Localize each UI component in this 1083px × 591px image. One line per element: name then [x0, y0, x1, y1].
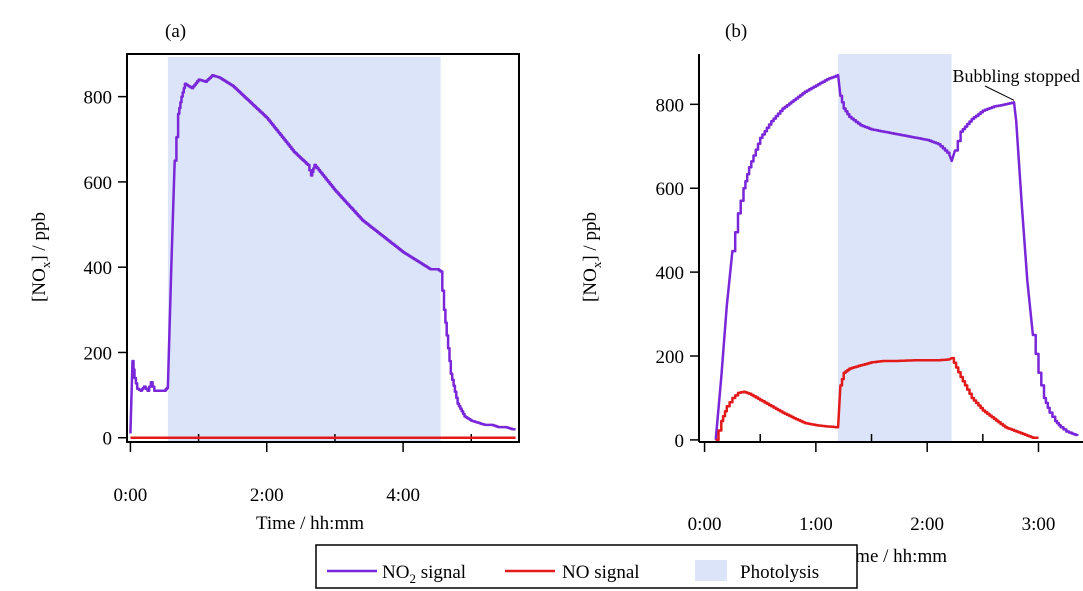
panel-b-series-no	[715, 356, 1039, 442]
panel-b-series-no2	[714, 73, 1079, 441]
panel-b-shaded-region	[838, 54, 952, 442]
legend-frame	[315, 544, 858, 589]
panel-a-ylabel-sub: x	[38, 261, 53, 268]
panel-b-y-tick-label: 0	[675, 431, 685, 452]
panel-a-x-tick-label: 0:00	[114, 485, 148, 506]
panel-b-ticks: 0 200 400 600 800 0:00 1:00 2:00 3:00	[656, 95, 1056, 535]
panel-a: (a) 0 200 400 600 800 0:00 2:00 4:00 Time / hh:…	[29, 21, 520, 534]
panel-b-y-tick-label: 200	[656, 347, 685, 368]
panel-a-xlabel: Time / hh:mm	[256, 513, 364, 534]
panel-a-series	[129, 74, 516, 439]
panel-b-xlabel: Time / hh:mm	[839, 546, 947, 567]
panel-b-ylabel: [NOx] / ppb	[580, 212, 604, 302]
legend: NO2 signal NO signal Photolysis	[315, 544, 858, 589]
panel-b-x-tick-label: 1:00	[799, 514, 833, 535]
panel-b-ylabel-rest: ] / ppb	[580, 212, 601, 262]
legend-label-photolysis: Photolysis	[740, 562, 819, 583]
panel-b-x-tick-label: 3:00	[1022, 514, 1056, 535]
legend-label-no: NO signal	[562, 562, 640, 583]
panel-a-series-no2	[129, 74, 516, 434]
panel-b-y-tick-label: 400	[656, 263, 685, 284]
panel-a-y-tick-label: 600	[84, 173, 113, 194]
annotation-bubbling-stopped: Bubbling stopped	[952, 66, 1080, 86]
panel-a-x-tick-label: 4:00	[386, 485, 420, 506]
legend-label-no2-rest: signal	[416, 562, 466, 583]
panel-a-y-tick-label: 0	[103, 429, 113, 450]
panel-b: (b) 0 200 400 600 800 0:00 1:00 2:00 3:00 Bubbli…	[580, 21, 1083, 567]
panel-a-ylabel: [NOx] / ppb	[29, 212, 53, 302]
panel-a-ylabel-main: [NO	[29, 268, 50, 302]
panel-b-x-tick-label: 2:00	[910, 514, 944, 535]
panel-a-x-tick-label: 2:00	[250, 485, 284, 506]
panel-b-y-tick-label: 800	[656, 95, 685, 116]
legend-swatch-photolysis	[695, 560, 727, 581]
panel-b-ylabel-main: [NO	[580, 268, 601, 302]
panel-b-y-tick-label: 600	[656, 179, 685, 200]
legend-label-no2-sub: 2	[409, 571, 416, 586]
panel-a-y-tick-label: 200	[84, 343, 113, 364]
panel-a-ticks: 0 200 400 600 800 0:00 2:00 4:00	[84, 88, 473, 506]
panel-a-y-tick-label: 800	[84, 88, 113, 109]
panel-a-ylabel-rest: ] / ppb	[29, 212, 50, 262]
panel-a-shaded-region	[167, 57, 441, 442]
panel-a-label: (a)	[165, 21, 186, 42]
panel-a-plot-frame	[126, 53, 520, 443]
panel-b-label: (b)	[725, 21, 747, 42]
annotation-leader	[984, 85, 1015, 101]
panel-b-ylabel-sub: x	[589, 261, 604, 268]
panel-a-y-tick-label: 400	[84, 258, 113, 279]
legend-label-no2: NO2 signal	[382, 562, 466, 586]
panel-b-x-tick-label: 0:00	[688, 514, 722, 535]
panel-b-series	[714, 73, 1079, 442]
legend-label-no2-main: NO	[382, 562, 409, 583]
